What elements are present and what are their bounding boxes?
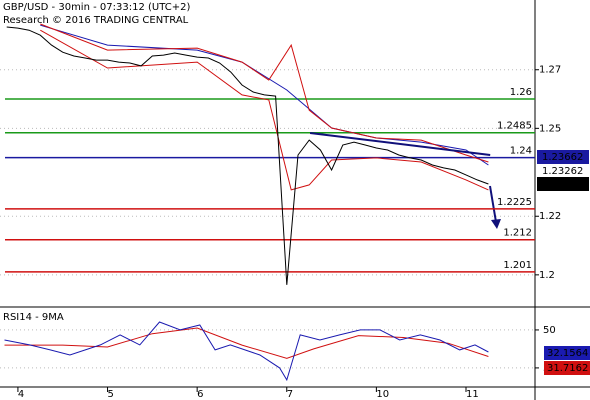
overlay-line — [309, 132, 491, 156]
x-tick-label: 4 — [18, 389, 24, 400]
plot-layer: 4 5 6 7 10 11 1.27 1.25 1.22 1.2 1.26 1.2485 1.24 1.2… — [0, 23, 590, 400]
x-tick-label: 6 — [197, 389, 203, 400]
rsi-marker-label: 32.1564 — [547, 348, 588, 359]
x-tick-label: 7 — [287, 389, 293, 400]
x-tick-label: 5 — [108, 389, 114, 400]
x-tick-label: 11 — [466, 389, 479, 400]
price-marker-box — [537, 177, 589, 191]
level-label: 1.2485 — [497, 121, 532, 132]
rsi-ma-line — [4, 327, 489, 359]
y-tick-label: 1.27 — [539, 65, 561, 76]
level-label: 1.26 — [510, 87, 532, 98]
y-tick-label: 1.2 — [539, 270, 555, 281]
price-marker-label: 1.23662 — [542, 152, 583, 163]
x-tick-label: 10 — [376, 389, 389, 400]
overlay-line — [40, 29, 489, 191]
price-line — [6, 26, 489, 285]
price-marker-box — [537, 150, 589, 164]
rsi-marker-box — [544, 361, 590, 375]
price-marker-label: 1.23262 — [542, 166, 583, 177]
rsi-marker-box — [544, 346, 590, 360]
forecast-arrow — [489, 185, 497, 223]
rsi-y-tick-label: 50 — [543, 325, 556, 336]
level-label: 1.212 — [503, 228, 532, 239]
chart-title: GBP/USD - 30min - 07:33:12 (UTC+2) — [3, 2, 190, 13]
y-tick-label: 1.22 — [539, 211, 561, 222]
forecast-arrow-head — [491, 219, 501, 229]
y-tick-label: 1.25 — [539, 123, 561, 134]
level-label: 1.24 — [510, 146, 532, 157]
level-label: 1.2225 — [497, 197, 532, 208]
overlay-line — [40, 23, 489, 163]
rsi-line — [4, 321, 489, 382]
rsi-marker-label: 31.7162 — [547, 363, 588, 374]
chart-subtitle: Research © 2016 TRADING CENTRAL — [3, 15, 189, 26]
level-label: 1.201 — [503, 260, 532, 271]
rsi-title: RSI14 - 9MA — [3, 312, 64, 323]
price-marker-label: 1.2309 — [542, 179, 577, 190]
